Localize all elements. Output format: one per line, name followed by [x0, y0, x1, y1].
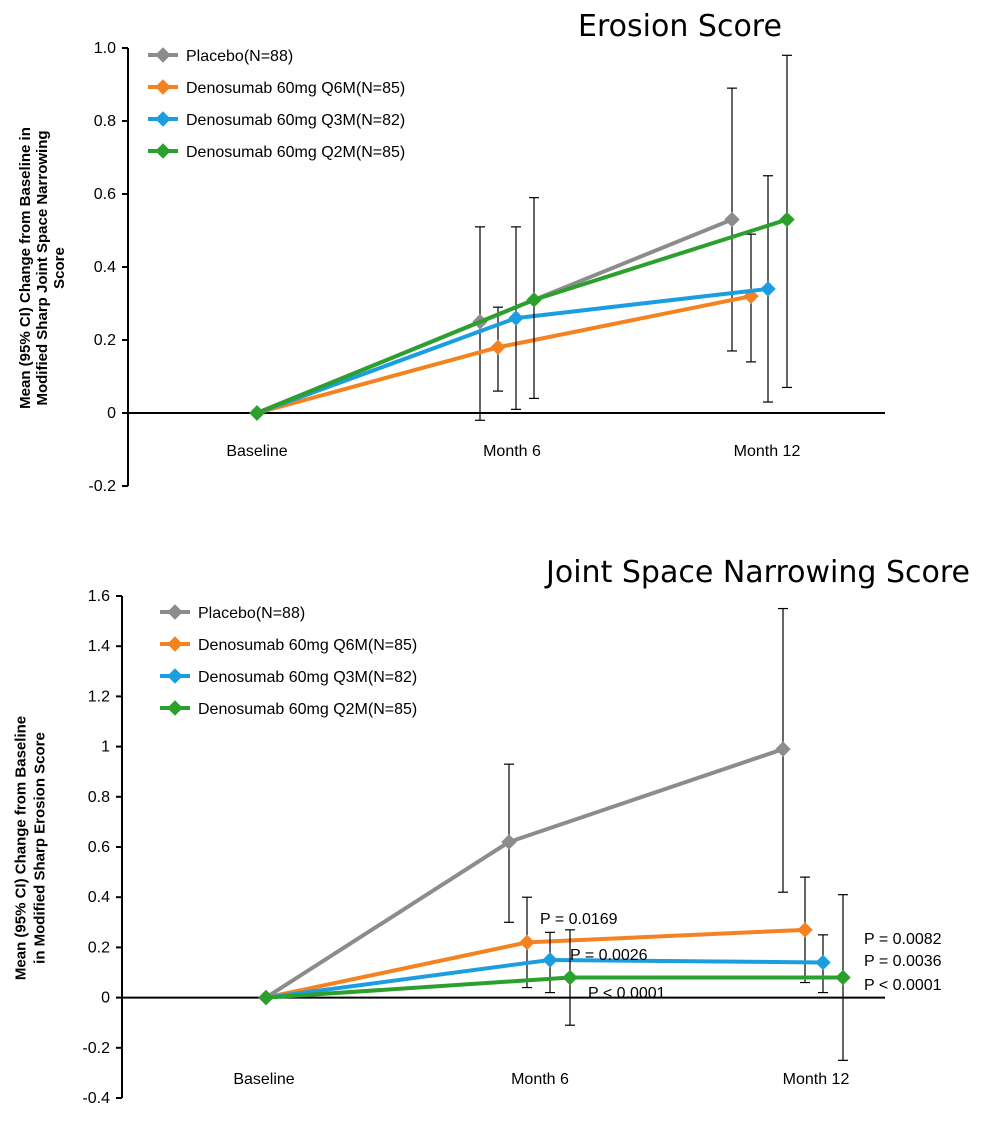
chart-1-data-point: [249, 405, 265, 421]
chart-2-y-tick-label: 0.6: [88, 839, 110, 856]
chart-1-data-point: [779, 211, 795, 228]
chart-1-y-axis-label: Score: [51, 247, 68, 289]
chart-1-data-point: [508, 310, 524, 326]
chart-1-legend-marker: [155, 47, 171, 63]
chart-1-y-axis-label: Mean (95% CI) Change from Baseline in: [17, 127, 34, 409]
chart-1-legend-label: Denosumab 60mg Q6M(N=85): [186, 80, 405, 97]
chart-1-data-point: [724, 211, 740, 228]
chart-1-legend-label: Placebo(N=88): [186, 48, 293, 65]
chart-2-y-tick-label: -0.2: [82, 1040, 110, 1057]
chart-2-data-point: [835, 969, 851, 986]
chart-1-y-tick-label: 1.0: [94, 40, 116, 57]
chart-2-x-tick-label: Baseline: [233, 1071, 294, 1088]
chart-1-x-tick-label: Baseline: [226, 443, 287, 460]
chart-2-p-value: P = 0.0036: [864, 953, 942, 970]
chart-1-data-point: [490, 339, 506, 356]
chart-2-legend-label: Denosumab 60mg Q2M(N=85): [198, 701, 417, 718]
chart-2-legend-label: Denosumab 60mg Q6M(N=85): [198, 637, 417, 654]
chart-2-data-point: [501, 834, 517, 850]
chart-2-legend-marker: [167, 668, 183, 684]
chart-1-y-tick-label: 0.4: [94, 259, 116, 276]
chart-2-y-tick-label: 0.2: [88, 939, 110, 956]
chart-1-legend-label: Denosumab 60mg Q2M(N=85): [186, 144, 405, 161]
chart-2-y-tick-label: 0.4: [88, 889, 110, 906]
chart-1-legend-marker: [155, 79, 171, 95]
chart-1-legend-marker: [155, 143, 171, 159]
chart-2-y-tick-label: -0.4: [82, 1090, 110, 1107]
chart-2-legend-marker: [167, 636, 183, 652]
chart-2-x-tick-label: Month 12: [783, 1071, 850, 1088]
chart-1-y-tick-label: 0.6: [94, 186, 116, 203]
chart-2-data-point: [562, 969, 578, 986]
chart-2-y-tick-label: 1.6: [88, 588, 110, 605]
chart-2-data-point: [775, 741, 791, 757]
chart-2-data-point: [519, 934, 535, 951]
chart-2-x-tick-label: Month 6: [511, 1071, 569, 1088]
chart-1-y-tick-label: 0.2: [94, 332, 116, 349]
chart-2-data-point: [258, 989, 274, 1006]
chart-1-y-tick-label: 0.8: [94, 113, 116, 130]
chart-1-y-tick-label: 0: [107, 405, 116, 422]
chart-1-legend-marker: [155, 111, 171, 127]
chart-2-p-value: P < 0.0001: [864, 977, 942, 994]
chart-2-y-axis-label: in Modified Sharp Erosion Score: [32, 732, 49, 964]
chart-1-y-tick-label: -0.2: [88, 478, 116, 495]
chart-2-y-tick-label: 0.8: [88, 789, 110, 806]
chart-2-p-value: P = 0.0082: [864, 931, 942, 948]
chart-2-data-point: [542, 952, 558, 968]
chart-2-legend-label: Denosumab 60mg Q3M(N=82): [198, 669, 417, 686]
chart-2-p-value: P = 0.0026: [570, 947, 648, 964]
chart-2-legend-label: Placebo(N=88): [198, 605, 305, 622]
chart-2-y-tick-label: 1.4: [88, 638, 110, 655]
chart-2-y-axis-label: Mean (95% CI) Change from Baseline: [13, 716, 30, 980]
chart-2-y-tick-label: 1.2: [88, 688, 110, 705]
chart-2-y-tick-label: 0: [101, 990, 110, 1007]
chart-1-data-point: [760, 281, 776, 297]
chart-2-p-value: P < 0.0001: [588, 985, 666, 1002]
chart-2-title: Joint Space Narrowing Score: [544, 555, 970, 590]
chart-2-data-point: [815, 954, 831, 971]
chart-2-y-tick-label: 1: [101, 739, 110, 756]
chart-1-title: Erosion Score: [578, 9, 782, 44]
chart-2-legend-marker: [167, 700, 183, 716]
chart-2-p-value: P = 0.0169: [540, 911, 618, 928]
chart-1-y-axis-label: Modified Sharp Joint Space Narrowing: [34, 130, 51, 405]
chart-2-legend-marker: [167, 604, 183, 620]
chart-2-data-point: [797, 922, 813, 938]
chart-1-legend-label: Denosumab 60mg Q3M(N=82): [186, 112, 405, 129]
chart-1-x-tick-label: Month 12: [734, 443, 801, 460]
chart-1-data-point: [526, 292, 542, 308]
chart-1-x-tick-label: Month 6: [483, 443, 541, 460]
